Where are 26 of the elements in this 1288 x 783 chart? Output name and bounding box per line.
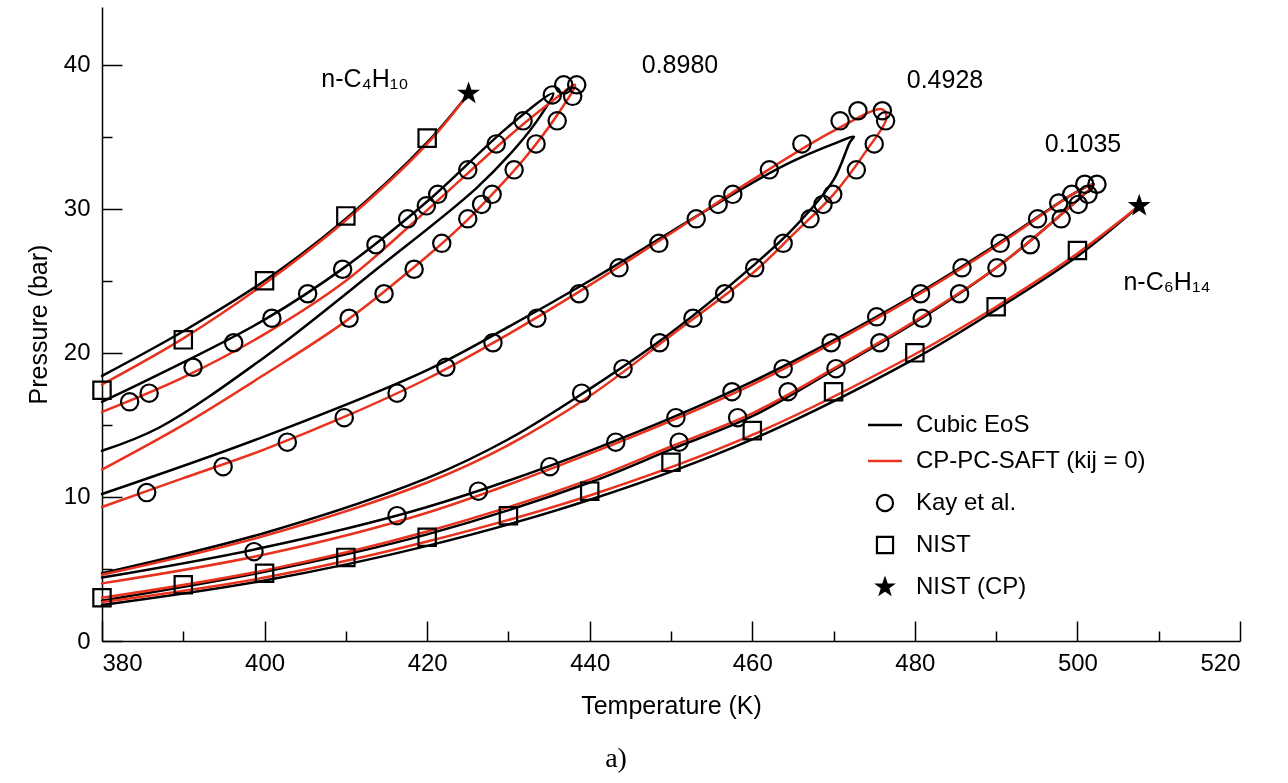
y-tick-label: 20: [63, 338, 91, 366]
x-tick-label: 520: [1200, 648, 1241, 676]
x-tick-label: 380: [102, 648, 143, 676]
x-axis-title: Temperature (K): [581, 690, 762, 719]
y-tick-label: 0: [77, 626, 91, 654]
annotation: n-C₄H₁₀: [321, 64, 409, 92]
y-tick-label: 40: [63, 50, 91, 78]
y-axis-title: Pressure (bar): [23, 244, 52, 405]
annotation: n-C₆H₁₄: [1123, 267, 1211, 295]
y-tick-label: 30: [63, 194, 91, 222]
x-tick-label: 500: [1057, 648, 1098, 676]
legend-label: Cubic EoS: [916, 410, 1030, 437]
legend-label: CP-PC-SAFT (kij = 0): [916, 446, 1146, 473]
x-tick-label: 400: [245, 648, 286, 676]
annotation: 0.8980: [641, 50, 719, 78]
annotation: 0.4928: [906, 65, 984, 93]
y-tick-label: 10: [63, 482, 91, 510]
text: a): [605, 742, 627, 773]
x-tick-label: 480: [895, 648, 936, 676]
annotation: 0.1035: [1044, 129, 1122, 157]
x-tick-label: 420: [407, 648, 448, 676]
legend-label: NIST (CP): [916, 572, 1027, 599]
x-tick-label: 460: [732, 648, 773, 676]
x-tick-label: 440: [570, 648, 611, 676]
legend-label: Kay et al.: [916, 488, 1017, 515]
legend-label: NIST: [916, 530, 972, 557]
